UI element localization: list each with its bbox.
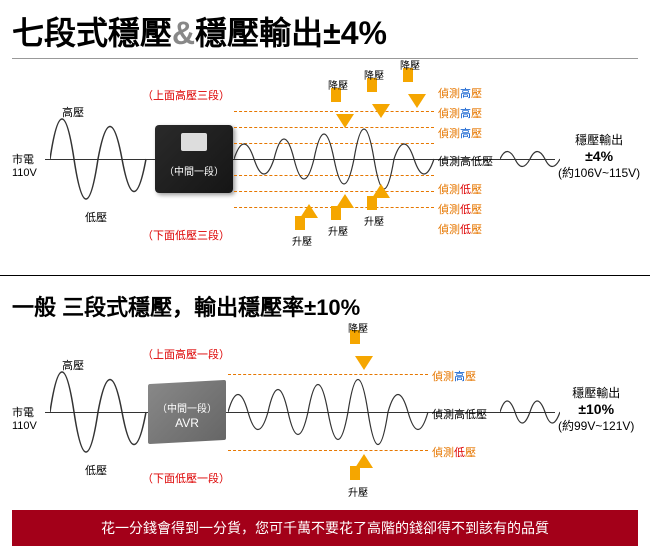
title-amp: & (172, 15, 195, 51)
arrow-down-2 (372, 104, 390, 118)
output-wave-2 (500, 390, 560, 434)
device-avr: （中間一段） AVR (148, 380, 226, 444)
output-range-2: (約99V~121V) (558, 417, 634, 434)
detect-l2: 偵測低壓 (438, 201, 482, 217)
device2-avr: AVR (148, 416, 226, 430)
step-up-3: 升壓 (364, 213, 384, 228)
output-2: 穩壓輸出 ±10% (約99V~121V) (558, 384, 634, 434)
device-7stage: （中間一段） (155, 125, 233, 193)
step-down-2: 降壓 (364, 67, 384, 82)
arrow-up-1 (300, 204, 318, 218)
step-down-s2: 降壓 (348, 320, 368, 335)
detect-h1: 偵測高壓 (438, 125, 482, 141)
step-up-s2: 升壓 (348, 484, 368, 499)
detect-h2: 偵測高壓 (438, 105, 482, 121)
detect-mid-2: 偵測高低壓 (432, 406, 487, 422)
step-down-3: 降壓 (400, 57, 420, 72)
input-label-2: 市電110V (12, 404, 37, 432)
upper-label-2: （上面高壓一段） (142, 346, 230, 362)
step-up-1: 升壓 (292, 233, 312, 248)
footer-banner: 花一分錢會得到一分貨，您可千萬不要花了高階的錢卻得不到該有的品質 (12, 510, 638, 546)
detect-l1: 偵測低壓 (438, 181, 482, 197)
device2-mid-label: （中間一段） (148, 400, 226, 415)
output-pct-1: ±4% (558, 148, 640, 164)
title-1a: 七段式穩壓 (12, 15, 172, 51)
diagram-1: 市電110V 高壓 低壓 （中間一段） （上面高壓三段） （下面低壓三段） 降壓… (0, 59, 650, 269)
detect-h-2: 偵測高壓 (432, 368, 476, 384)
lower-label: （下面低壓三段） (142, 227, 230, 243)
title-1: 七段式穩壓&穩壓輸出±4% (0, 0, 650, 58)
input-label: 市電110V (12, 151, 37, 179)
section-3stage: 一般 三段式穩壓，輸出穩壓率±10% 市電110V 高壓 低壓 （中間一段） A… (0, 282, 650, 506)
arrow-down-1 (336, 114, 354, 128)
title-1b: 穩壓輸出±4% (195, 15, 387, 51)
diagram-2: 市電110V 高壓 低壓 （中間一段） AVR （上面高壓一段） （下面低壓一段… (0, 326, 650, 506)
section-7stage: 七段式穩壓&穩壓輸出±4% 市電110V 高壓 低壓 （中間一段） （上面高壓三… (0, 0, 650, 269)
low-label: 低壓 (85, 209, 107, 225)
high-label-2: 高壓 (62, 357, 84, 373)
arrow-up-2 (336, 194, 354, 208)
output-pct-2: ±10% (558, 401, 634, 417)
output-title-2: 穩壓輸出 (558, 384, 634, 401)
mid-wave-2 (228, 352, 438, 472)
detect-l-2: 偵測低壓 (432, 444, 476, 460)
output-range-1: (約106V~115V) (558, 164, 640, 181)
lower-label-2: （下面低壓一段） (142, 470, 230, 486)
output-wave-1 (500, 144, 560, 174)
device-mid-label: （中間一段） (155, 163, 233, 178)
upper-label: （上面高壓三段） (142, 87, 230, 103)
output-1: 穩壓輸出 ±4% (約106V~115V) (558, 131, 640, 181)
detect-h3: 偵測高壓 (438, 85, 482, 101)
detect-l3: 偵測低壓 (438, 221, 482, 237)
divider (0, 275, 650, 276)
high-label: 高壓 (62, 104, 84, 120)
step-up-2: 升壓 (328, 223, 348, 238)
arrow-up-s2 (355, 454, 373, 468)
arrow-up-3 (372, 184, 390, 198)
title-2: 一般 三段式穩壓，輸出穩壓率±10% (0, 282, 650, 326)
arrow-down-3 (408, 94, 426, 108)
output-title-1: 穩壓輸出 (558, 131, 640, 148)
low-label-2: 低壓 (85, 462, 107, 478)
arrow-down-s2 (355, 356, 373, 370)
detect-mid: 偵測高低壓 (438, 153, 493, 169)
step-down-1: 降壓 (328, 77, 348, 92)
